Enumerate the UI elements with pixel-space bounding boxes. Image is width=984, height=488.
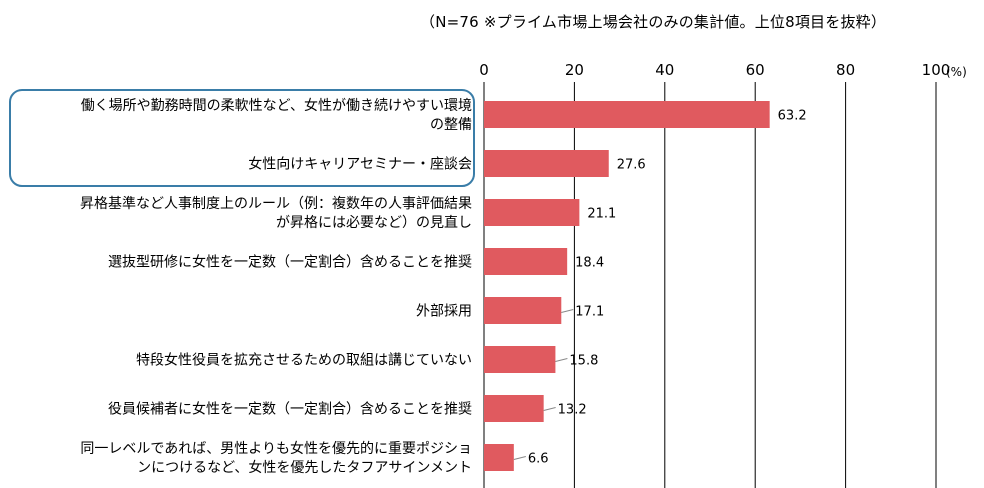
data-label-6: 13.2 — [558, 403, 587, 418]
tick-label-100: 100 — [922, 61, 951, 79]
data-label-2: 21.1 — [587, 207, 616, 222]
leader-line-5 — [555, 358, 568, 362]
category-label-line: 働く場所や勤務時間の柔軟性など、女性が働き続けやすい環境 — [81, 97, 472, 114]
category-label-3: 選抜型研修に女性を一定数（一定割合）含めることを推奨 — [108, 254, 472, 271]
category-label-line: 昇格基準など人事制度上のルール（例：複数年の人事評価結果 — [80, 195, 472, 212]
category-label-line: の整備 — [430, 117, 472, 133]
data-label-7: 6.6 — [528, 452, 549, 467]
leader-line-6 — [543, 407, 556, 411]
data-label-5: 15.8 — [569, 354, 598, 369]
category-label-1: 女性向けキャリアセミナー・座談会 — [248, 156, 472, 173]
bar-5 — [484, 346, 556, 373]
tick-label-0: 0 — [479, 61, 489, 79]
category-label-line: 外部採用 — [416, 304, 472, 320]
category-label-line: 選抜型研修に女性を一定数（一定割合）含めることを推奨 — [108, 254, 472, 271]
data-label-4: 17.1 — [575, 305, 604, 320]
tick-label-40: 40 — [655, 61, 674, 79]
tick-label-60: 60 — [746, 61, 765, 79]
tick-label-80: 80 — [836, 61, 855, 79]
bar-4 — [484, 297, 562, 324]
bar-7 — [484, 444, 514, 471]
data-label-1: 27.6 — [617, 158, 646, 173]
category-label-line: 同一レベルであれば、男性よりも女性を優先的に重要ポジショ — [80, 440, 472, 457]
bar-0 — [484, 101, 770, 128]
chart-note: （N=76 ※プライム市場上場会社のみの集計値。上位8項目を抜粋） — [420, 13, 887, 31]
leader-line-4 — [561, 309, 574, 313]
category-label-line: が昇格には必要など）の見直し — [276, 214, 472, 231]
category-label-line: 女性向けキャリアセミナー・座談会 — [248, 156, 472, 173]
category-label-5: 特段女性役員を拡充させるための取組は講じていない — [136, 352, 472, 369]
category-label-6: 役員候補者に女性を一定数（一定割合）含めることを推奨 — [108, 401, 472, 418]
category-label-0: 働く場所や勤務時間の柔軟性など、女性が働き続けやすい環境の整備 — [81, 97, 472, 133]
tick-label-20: 20 — [565, 61, 584, 79]
leader-line-7 — [513, 456, 526, 460]
category-label-line: 役員候補者に女性を一定数（一定割合）含めることを推奨 — [108, 401, 472, 418]
category-label-7: 同一レベルであれば、男性よりも女性を優先的に重要ポジションにつけるなど、女性を優… — [80, 440, 472, 476]
data-label-0: 63.2 — [778, 109, 807, 124]
highlight-box — [9, 89, 475, 187]
category-label-2: 昇格基準など人事制度上のルール（例：複数年の人事評価結果が昇格には必要など）の見… — [80, 195, 472, 231]
bar-6 — [484, 395, 544, 422]
data-label-3: 18.4 — [575, 256, 604, 271]
category-label-line: 特段女性役員を拡充させるための取組は講じていない — [136, 352, 472, 369]
bar-1 — [484, 150, 609, 177]
category-label-4: 外部採用 — [416, 304, 472, 320]
bar-2 — [484, 199, 580, 226]
bar-3 — [484, 248, 568, 275]
category-label-line: ンにつけるなど、女性を優先したタフアサインメント — [137, 459, 472, 476]
unit-label: (%) — [946, 65, 967, 79]
